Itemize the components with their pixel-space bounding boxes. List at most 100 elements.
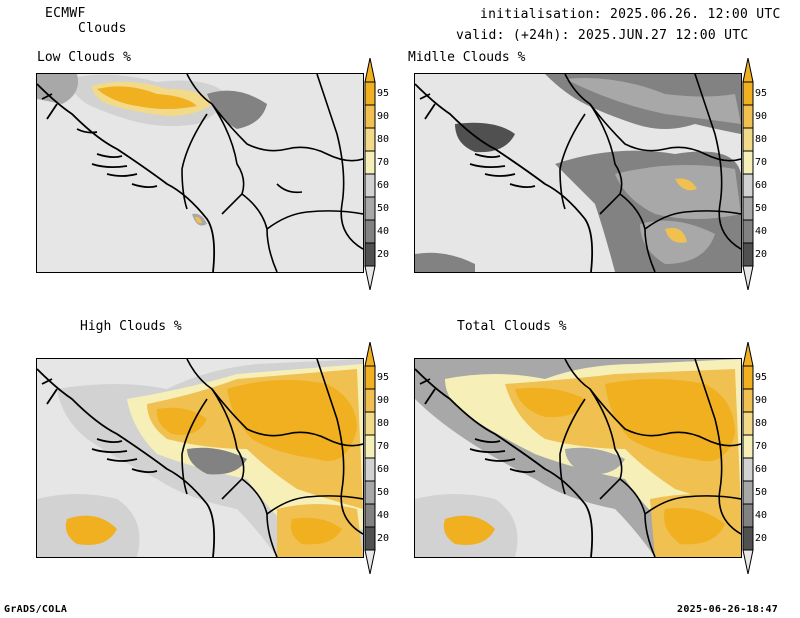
colorbar-segment [364, 81, 376, 106]
map-middle-clouds [414, 73, 742, 273]
colorbar-segment [742, 242, 754, 267]
colorbar-segment [364, 242, 376, 267]
colorbar-segment [364, 173, 376, 198]
colorbar-segment [742, 411, 754, 436]
borders-high [181, 359, 363, 557]
colorbar-label: 80 [377, 133, 390, 145]
footer-right: 2025-06-26-18:47 [677, 604, 779, 615]
colorbar-label: 50 [755, 202, 768, 214]
cloud-fill-middle [415, 74, 741, 272]
colorbar-segment [364, 127, 376, 152]
colorbar-label: 40 [377, 225, 390, 237]
colorbar-segment [742, 173, 754, 198]
map-low-clouds [36, 73, 364, 273]
colorbar-segment [742, 503, 754, 528]
colorbar-arrow-bottom [742, 549, 754, 574]
colorbar-middle: 95 90 80 70 60 50 40 20 [742, 58, 780, 290]
colorbar-arrow-bottom [742, 265, 754, 290]
colorbar-arrow-top [364, 58, 376, 83]
colorbar-label: 95 [377, 371, 390, 383]
colorbar-total: 95 90 80 70 60 50 40 20 [742, 342, 780, 574]
colorbar-segment [742, 196, 754, 221]
colorbar-label: 20 [377, 532, 390, 544]
colorbar-label: 80 [755, 417, 768, 429]
colorbar-segment [742, 150, 754, 175]
colorbar-label: 20 [755, 532, 768, 544]
map-high-clouds [36, 358, 364, 558]
colorbar-label: 80 [377, 417, 390, 429]
valid-time: valid: (+24h): 2025.JUN.27 12:00 UTC [456, 28, 749, 43]
borders-total [559, 359, 741, 557]
colorbar-arrow-bottom [364, 549, 376, 574]
colorbar-label: 95 [755, 87, 768, 99]
coastlines-high [37, 368, 216, 557]
colorbar-label: 70 [377, 440, 390, 452]
borders-middle [559, 74, 741, 272]
colorbar-segment [742, 526, 754, 551]
colorbar-segment [364, 457, 376, 482]
colorbar-label: 20 [755, 248, 768, 260]
coastlines-low [37, 83, 216, 272]
colorbar-segment [742, 81, 754, 106]
colorbar-label: 50 [755, 486, 768, 498]
colorbar-low: 95 90 80 70 60 50 40 20 [364, 58, 402, 290]
colorbar-label: 95 [755, 371, 768, 383]
colorbar-segment [364, 196, 376, 221]
panel-title-total: Total Clouds % [457, 319, 567, 334]
colorbar-arrow-top [364, 342, 376, 367]
colorbar-label: 50 [377, 486, 390, 498]
colorbar-segment [364, 219, 376, 244]
colorbar-label: 95 [377, 87, 390, 99]
colorbar-segment [742, 127, 754, 152]
colorbar-segment [364, 104, 376, 129]
colorbar-segment [742, 434, 754, 459]
colorbar-segment [364, 388, 376, 413]
colorbar-label: 40 [755, 509, 768, 521]
model-name: ECMWF [45, 6, 86, 21]
colorbar-label: 60 [377, 179, 390, 191]
colorbar-label: 90 [377, 394, 390, 406]
colorbar-label: 70 [755, 156, 768, 168]
colorbar-arrow-top [742, 58, 754, 83]
colorbar-label: 90 [755, 110, 768, 122]
colorbar-segment [364, 150, 376, 175]
panel-title-middle: Midlle Clouds % [408, 50, 526, 65]
colorbar-segment [742, 365, 754, 390]
colorbar-segment [742, 480, 754, 505]
footer-left: GrADS/COLA [4, 604, 68, 615]
panel-title-low: Low Clouds % [37, 50, 131, 65]
init-time: initialisation: 2025.06.26. 12:00 UTC [480, 7, 781, 22]
colorbar-segment [742, 104, 754, 129]
colorbar-label: 40 [377, 509, 390, 521]
colorbar-label: 70 [377, 156, 390, 168]
borders-low [181, 74, 363, 272]
colorbar-arrow-bottom [364, 265, 376, 290]
colorbar-label: 60 [377, 463, 390, 475]
colorbar-segment [364, 503, 376, 528]
colorbar-segment [742, 388, 754, 413]
colorbar-label: 40 [755, 225, 768, 237]
colorbar-label: 70 [755, 440, 768, 452]
cloud-fill-low [37, 74, 267, 226]
colorbar-segment [742, 457, 754, 482]
coastlines-total [415, 368, 594, 557]
colorbar-label: 60 [755, 463, 768, 475]
colorbar-label: 80 [755, 133, 768, 145]
colorbar-label: 90 [377, 110, 390, 122]
colorbar-label: 90 [755, 394, 768, 406]
colorbar-segment [364, 365, 376, 390]
colorbar-segment [364, 434, 376, 459]
cloud-fill-total [415, 359, 741, 557]
coastlines-middle [415, 83, 594, 272]
colorbar-segment [364, 480, 376, 505]
colorbar-segment [364, 526, 376, 551]
colorbar-label: 60 [755, 179, 768, 191]
product-name: Clouds [78, 21, 127, 36]
map-total-clouds [414, 358, 742, 558]
panel-title-high: High Clouds % [80, 319, 182, 334]
colorbar-label: 50 [377, 202, 390, 214]
cloud-fill-high [37, 359, 363, 557]
colorbar-segment [742, 219, 754, 244]
colorbar-segment [364, 411, 376, 436]
colorbar-label: 20 [377, 248, 390, 260]
